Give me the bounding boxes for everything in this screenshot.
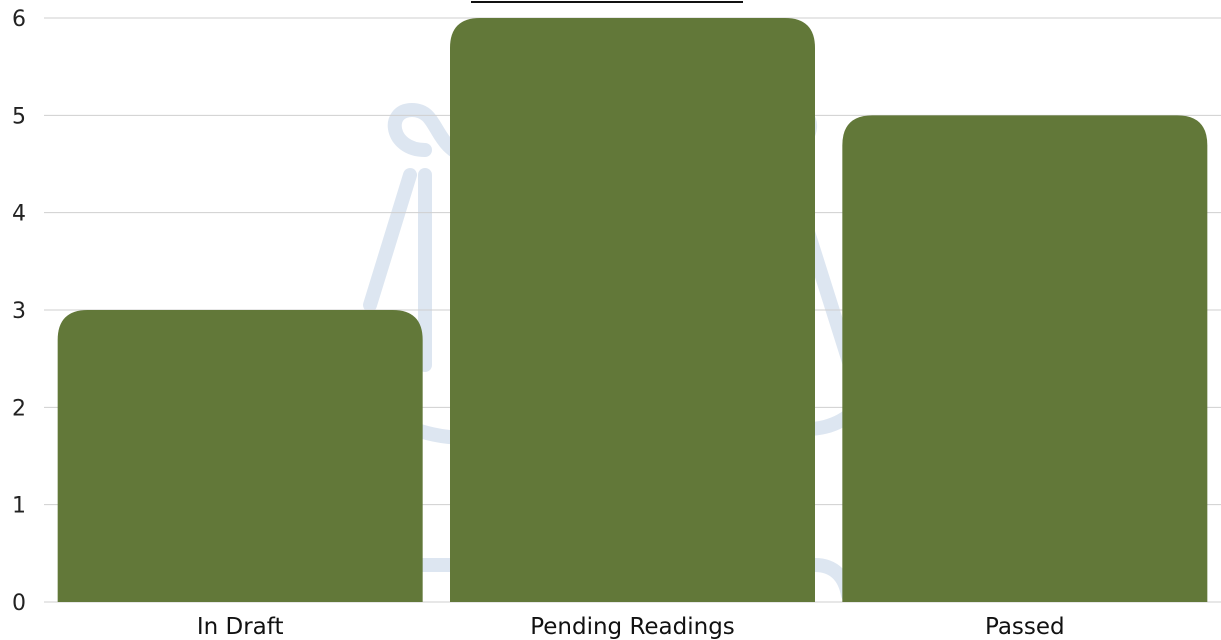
y-tick-label: 3: [12, 299, 26, 324]
x-category-label: Pending Readings: [530, 614, 735, 640]
y-tick-label: 5: [12, 104, 26, 129]
y-tick-label: 0: [12, 591, 26, 616]
y-tick-label: 4: [12, 202, 26, 227]
bar-pending-readings: [450, 18, 815, 602]
y-tick-label: 1: [12, 494, 26, 519]
x-axis-labels: In Draft Pending Readings Passed: [197, 614, 1065, 640]
y-tick-label: 2: [12, 396, 26, 421]
y-axis-ticks: 0 1 2 3 4 5 6: [12, 7, 26, 616]
x-category-label: Passed: [985, 614, 1065, 640]
bar-in-draft: [57, 310, 423, 602]
bars: [57, 18, 1208, 602]
x-category-label: In Draft: [197, 614, 284, 640]
bar-passed: [842, 115, 1208, 602]
y-tick-label: 6: [12, 7, 26, 32]
